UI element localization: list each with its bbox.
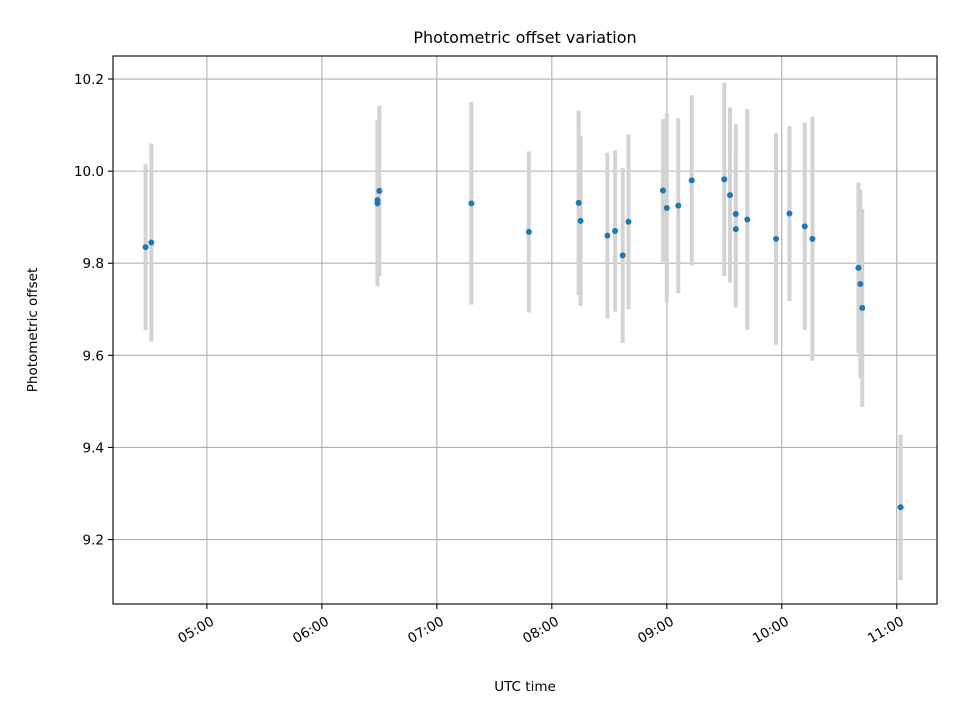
data-point [773, 235, 780, 242]
data-point [659, 187, 666, 194]
y-tick-label: 10.0 [74, 164, 104, 180]
data-point [625, 218, 632, 225]
data-point [148, 239, 155, 246]
plot-area-frame [112, 55, 938, 605]
data-point [675, 202, 682, 209]
data-point [786, 210, 793, 217]
data-point [744, 216, 751, 223]
data-point [721, 176, 728, 183]
data-point [142, 244, 149, 251]
y-tick-label: 9.8 [83, 256, 104, 272]
data-point [604, 232, 611, 239]
x-axis-label: UTC time [494, 679, 556, 695]
data-point [801, 223, 808, 230]
data-point [732, 210, 739, 217]
data-point [859, 304, 866, 311]
data-point [732, 226, 739, 233]
data-point [374, 197, 381, 204]
data-point [857, 280, 864, 287]
data-point [688, 177, 695, 184]
data-point [525, 228, 532, 235]
data-point [663, 204, 670, 211]
data-point [727, 192, 734, 199]
y-tick-label: 9.2 [83, 533, 104, 549]
data-point [577, 217, 584, 224]
y-tick-label: 9.4 [83, 440, 104, 456]
point-layer [142, 176, 904, 511]
data-point [619, 252, 626, 259]
data-point [855, 264, 862, 271]
data-point [575, 199, 582, 206]
data-point [897, 504, 904, 511]
y-tick-label: 10.2 [74, 72, 104, 88]
y-axis-label: Photometric offset [25, 268, 41, 392]
data-point [612, 227, 619, 234]
data-point [809, 235, 816, 242]
grid-layer [113, 56, 937, 604]
chart-title: Photometric offset variation [413, 28, 636, 47]
data-point [468, 200, 475, 207]
data-point [376, 187, 383, 194]
y-tick-label: 9.6 [83, 348, 104, 364]
